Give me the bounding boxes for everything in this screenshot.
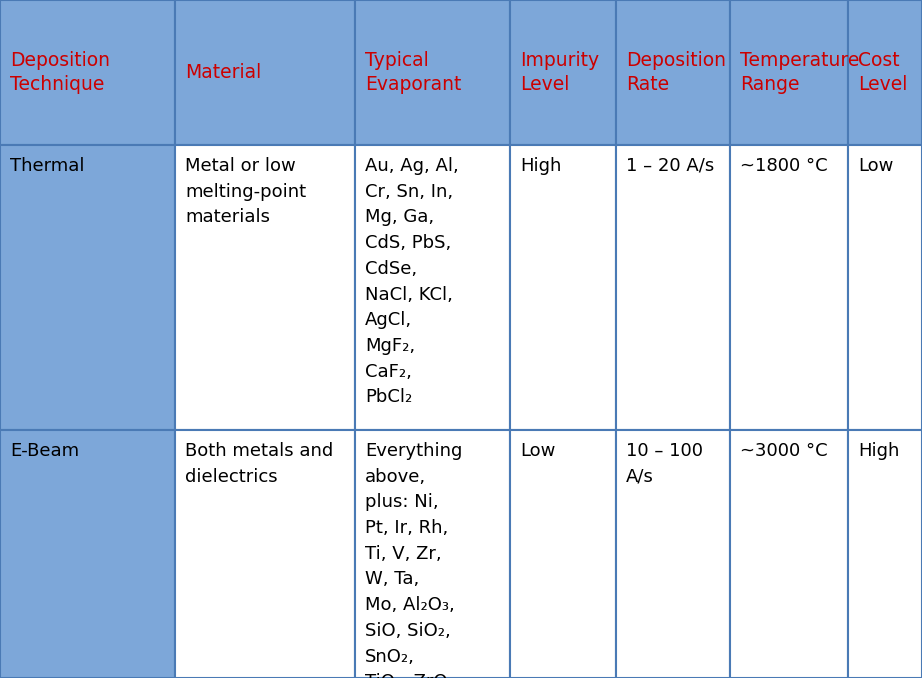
Text: Impurity
Level: Impurity Level [520, 51, 599, 94]
Bar [0, 430, 175, 678]
Text: Material: Material [185, 63, 261, 82]
Text: Both metals and
dielectrics: Both metals and dielectrics [185, 442, 333, 485]
Bar [510, 0, 616, 145]
Bar [730, 0, 848, 145]
Text: ~1800 °C: ~1800 °C [740, 157, 828, 175]
Text: E-Beam: E-Beam [10, 442, 79, 460]
Text: Metal or low
melting-point
materials: Metal or low melting-point materials [185, 157, 306, 226]
Bar [510, 145, 616, 430]
Bar [0, 145, 175, 430]
Bar [0, 0, 175, 145]
Text: ~3000 °C: ~3000 °C [740, 442, 828, 460]
Bar [730, 430, 848, 678]
Bar [175, 145, 355, 430]
Bar [175, 0, 355, 145]
Text: Deposition
Rate: Deposition Rate [626, 51, 726, 94]
Bar [510, 430, 616, 678]
Bar [616, 145, 730, 430]
Text: Low: Low [858, 157, 893, 175]
Text: Temperature
Range: Temperature Range [740, 51, 859, 94]
Text: Cost
Level: Cost Level [858, 51, 907, 94]
Text: Low: Low [520, 442, 555, 460]
Bar [730, 145, 848, 430]
Text: High: High [520, 157, 561, 175]
Bar [616, 430, 730, 678]
Text: 1 – 20 A/s: 1 – 20 A/s [626, 157, 715, 175]
Bar [175, 430, 355, 678]
Bar [616, 0, 730, 145]
Text: High: High [858, 442, 899, 460]
Bar [355, 430, 510, 678]
Text: 10 – 100
A/s: 10 – 100 A/s [626, 442, 703, 485]
Bar [355, 0, 510, 145]
Bar [848, 0, 922, 145]
Text: Thermal: Thermal [10, 157, 85, 175]
Text: Deposition
Technique: Deposition Technique [10, 51, 110, 94]
Bar [848, 430, 922, 678]
Bar [848, 145, 922, 430]
Text: Typical
Evaporant: Typical Evaporant [365, 51, 461, 94]
Bar [355, 145, 510, 430]
Text: Everything
above,
plus: Ni,
Pt, Ir, Rh,
Ti, V, Zr,
W, Ta,
Mo, Al₂O₃,
SiO, SiO₂,
: Everything above, plus: Ni, Pt, Ir, Rh, … [365, 442, 462, 678]
Text: Au, Ag, Al,
Cr, Sn, In,
Mg, Ga,
CdS, PbS,
CdSe,
NaCl, KCl,
AgCl,
MgF₂,
CaF₂,
PbC: Au, Ag, Al, Cr, Sn, In, Mg, Ga, CdS, PbS… [365, 157, 459, 406]
